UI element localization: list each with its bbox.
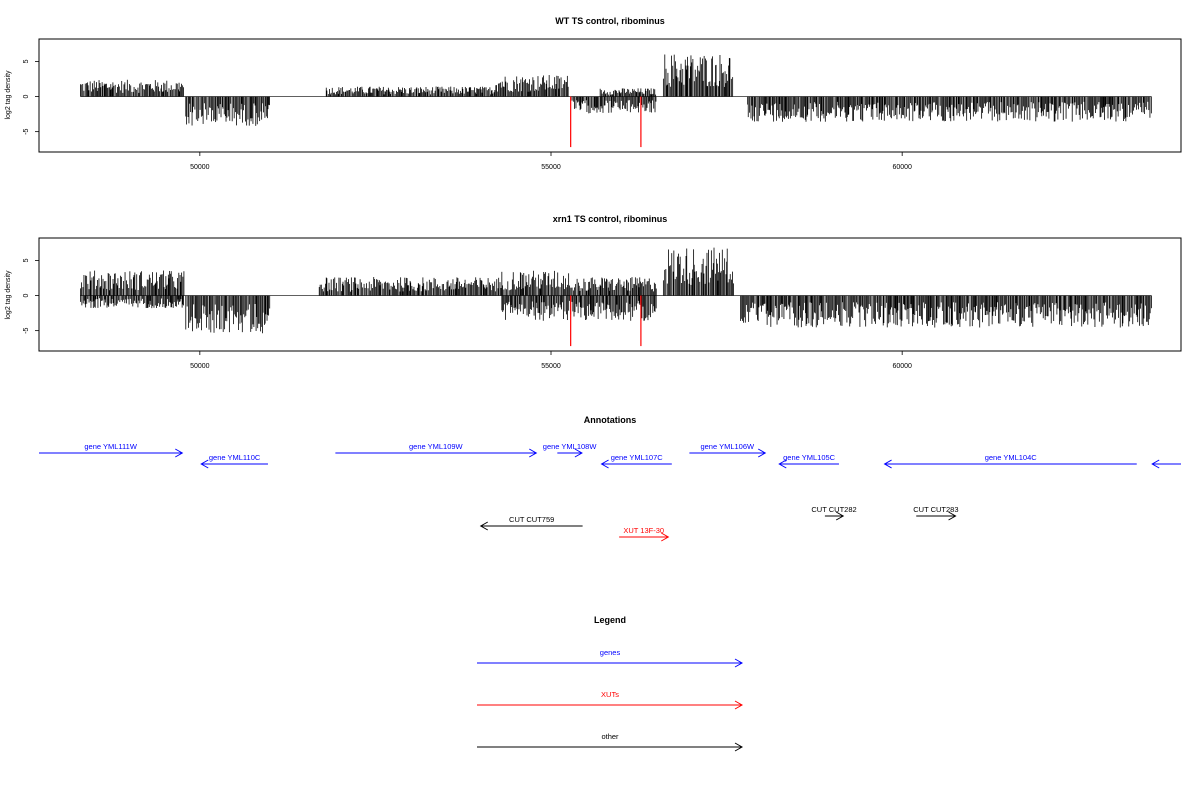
legend-label: other [601,732,619,741]
legend-entries: genes XUTs other [477,648,744,752]
legend-entry-genes: genes [477,648,744,668]
feature-arrowhead [479,521,489,531]
feature-label: gene YML104C [985,453,1038,462]
legend-panel: Legend genes XUTs other [477,615,744,752]
x-tick-label: 55000 [541,164,561,171]
feature-label: gene YML109W [409,442,464,451]
legend-arrowhead [734,742,744,752]
feature-label: CUT CUT283 [913,505,958,514]
legend-entry-other: other [477,732,744,752]
feature-arrowhead [175,448,184,458]
feature-arrowhead [835,511,845,521]
feature-arrowhead [757,448,767,458]
feature-arrowhead [1151,459,1160,469]
annotation-feature: gene YML111W [39,442,184,458]
feature-arrowhead [600,459,609,469]
wt-plot-frame [38,38,1182,153]
feature-arrowhead [200,459,209,469]
annotation-feature: CUT CUT283 [913,505,959,521]
feature-label: XUT 13F-30 [623,526,664,535]
annotation-feature: gene YML107C [600,453,672,469]
x-tick-label: 50000 [190,164,210,171]
y-tick-label: -5 [23,327,30,333]
annotation-feature: gene YML104C [883,453,1137,469]
xrn1-plot-frame [38,237,1182,352]
annotation-feature: CUT CUT759 [479,515,583,531]
feature-arrowhead [778,459,787,469]
legend-entry-xuts: XUTs [477,690,744,710]
feature-arrowhead [574,448,583,458]
feature-label: gene YML108W [543,442,598,451]
feature-label: CUT CUT759 [509,515,554,524]
annotation-feature [1151,459,1181,469]
xrn1-y-axis-label: log2 tag density [5,270,12,320]
feature-label: gene YML110C [209,453,261,462]
x-tick-label: 50000 [190,363,210,370]
y-tick-label: -5 [23,128,30,134]
x-tick-label: 60000 [892,164,912,171]
x-tick-label: 55000 [541,363,561,370]
feature-arrowhead [529,448,538,458]
xrn1-axes: -5 0 5 50000 55000 60000 [23,258,912,370]
wt-panel-title: WT TS control, ribominus [555,16,665,26]
feature-arrowhead [883,459,892,469]
legend-arrowhead [734,658,744,668]
annotation-feature: gene YML109W [335,442,538,458]
feature-label: gene YML105C [783,453,836,462]
legend-title: Legend [594,615,626,625]
legend-label: genes [600,648,621,657]
feature-label: CUT CUT282 [811,505,856,514]
annotation-feature: XUT 13F-30 [619,526,670,542]
feature-label: gene YML107C [611,453,664,462]
xrn1-coverage-bars [80,247,1152,347]
annotations-title: Annotations [584,415,637,425]
wt-y-axis-label: log2 tag density [5,70,12,120]
annotation-features: gene YML111W gene YML110C gene YML109W gene… [39,442,1181,542]
y-tick-label: 5 [23,258,30,262]
legend-label: XUTs [601,690,619,699]
annotation-feature: gene YML108W [543,442,598,458]
feature-label: gene YML111W [84,442,137,451]
y-tick-label: 0 [23,294,30,298]
annotation-feature: gene YML110C [200,453,268,469]
wt-coverage-panel: WT TS control, ribominus log2 tag densit… [5,16,1182,171]
annotation-feature: gene YML105C [778,453,839,469]
feature-label: gene YML106W [700,442,755,451]
wt-coverage-bars [80,54,1152,148]
xrn1-panel-title: xrn1 TS control, ribominus [553,214,668,224]
feature-arrowhead [661,532,670,542]
xrn1-coverage-panel: xrn1 TS control, ribominus log2 tag dens… [5,214,1182,370]
y-tick-label: 5 [23,59,30,63]
feature-arrowhead [948,511,957,521]
x-tick-label: 60000 [892,363,912,370]
wt-axes: -5 0 5 50000 55000 60000 [23,59,912,171]
annotation-feature: CUT CUT282 [811,505,857,521]
annotation-feature: gene YML106W [689,442,767,458]
legend-arrowhead [734,700,744,710]
y-tick-label: 0 [23,95,30,99]
